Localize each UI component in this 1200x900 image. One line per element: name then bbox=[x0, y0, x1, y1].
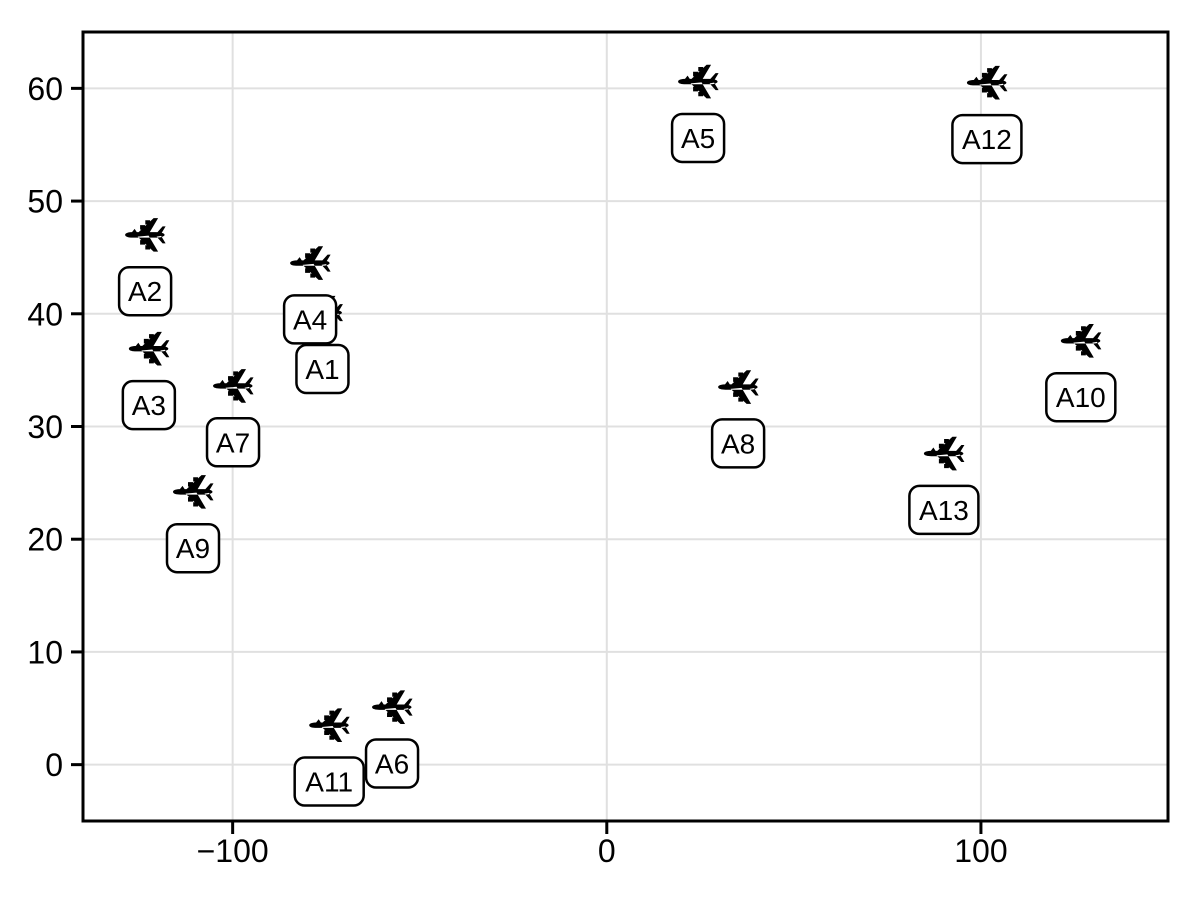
point-label: A9 bbox=[165, 522, 221, 574]
point-label-text: A4 bbox=[293, 304, 327, 335]
airplane-marker bbox=[678, 64, 719, 99]
point-label-text: A1 bbox=[305, 354, 339, 385]
airplane-marker bbox=[718, 370, 759, 404]
point-label-text: A5 bbox=[681, 123, 715, 154]
airplane-marker bbox=[1060, 324, 1102, 358]
point-label: A8 bbox=[710, 418, 766, 469]
y-axis-tick-label: 0 bbox=[45, 747, 63, 783]
airplane-icon bbox=[372, 690, 413, 724]
point-label-box bbox=[1045, 371, 1117, 423]
x-axis-tick-label: −100 bbox=[197, 833, 269, 869]
y-axis-tick-label: 40 bbox=[27, 296, 63, 332]
point-label-box bbox=[710, 418, 766, 469]
x-axis-tick-label: 0 bbox=[598, 833, 616, 869]
point-label-text: A12 bbox=[962, 124, 1012, 155]
point-label-box bbox=[908, 484, 980, 536]
airplane-icon bbox=[290, 246, 331, 280]
point-label-text: A13 bbox=[919, 495, 969, 526]
point-label-text: A3 bbox=[132, 390, 166, 421]
point-label-box bbox=[121, 379, 177, 431]
point-label: A3 bbox=[121, 379, 177, 431]
airplane-icon bbox=[309, 708, 350, 742]
point-label-text: A7 bbox=[216, 427, 250, 458]
point-label-box bbox=[293, 756, 365, 807]
airplane-marker bbox=[923, 436, 965, 471]
point-label-text: A9 bbox=[176, 533, 210, 564]
point-label: A7 bbox=[205, 417, 261, 468]
point-label-box bbox=[670, 112, 726, 164]
point-label-text: A2 bbox=[128, 276, 162, 307]
point-label: A1 bbox=[295, 343, 350, 395]
airplane-marker bbox=[125, 218, 166, 252]
airplane-icon bbox=[213, 369, 254, 403]
point-label: A6 bbox=[364, 738, 420, 789]
point-label: A13 bbox=[908, 484, 980, 536]
airplane-icon bbox=[718, 370, 759, 404]
point-label: A2 bbox=[117, 265, 173, 317]
airplane-marker bbox=[290, 246, 331, 280]
airplane-marker bbox=[309, 708, 350, 742]
airplane-icon bbox=[678, 64, 719, 99]
point-label-box bbox=[165, 522, 221, 574]
x-axis-tick-label: 100 bbox=[954, 833, 1007, 869]
point-label-box bbox=[951, 113, 1023, 165]
point-label-box bbox=[117, 265, 173, 317]
airplane-icon bbox=[128, 331, 170, 366]
y-axis-tick-label: 50 bbox=[27, 184, 63, 220]
point-label-box bbox=[282, 294, 338, 345]
point-label-text: A8 bbox=[721, 428, 755, 459]
point-label-box bbox=[364, 738, 420, 789]
point-label: A10 bbox=[1045, 371, 1117, 423]
y-axis-tick-label: 10 bbox=[27, 634, 63, 670]
airplane-marker bbox=[966, 65, 1008, 100]
point-label-text: A6 bbox=[375, 749, 409, 780]
point-label-box bbox=[295, 343, 350, 395]
point-label: A4 bbox=[282, 294, 338, 345]
airplane-marker bbox=[172, 475, 214, 509]
point-label: A5 bbox=[670, 112, 726, 164]
y-axis-tick-label: 60 bbox=[27, 71, 63, 107]
airplane-icon bbox=[125, 218, 166, 252]
point-label: A11 bbox=[293, 756, 365, 807]
y-axis-tick-label: 30 bbox=[27, 409, 63, 445]
point-label-text: A10 bbox=[1056, 382, 1106, 413]
airplane-marker bbox=[128, 331, 170, 366]
point-label-box bbox=[205, 417, 261, 468]
y-axis-tick-label: 20 bbox=[27, 522, 63, 558]
airplane-icon bbox=[172, 475, 214, 509]
point-label: A12 bbox=[951, 113, 1023, 165]
airplane-icon bbox=[966, 65, 1008, 100]
point-label-text: A11 bbox=[305, 767, 353, 798]
airplane-icon bbox=[923, 436, 965, 471]
airplane-marker bbox=[372, 690, 413, 724]
airplane-marker bbox=[213, 369, 254, 403]
airplane-icon bbox=[1060, 324, 1102, 358]
